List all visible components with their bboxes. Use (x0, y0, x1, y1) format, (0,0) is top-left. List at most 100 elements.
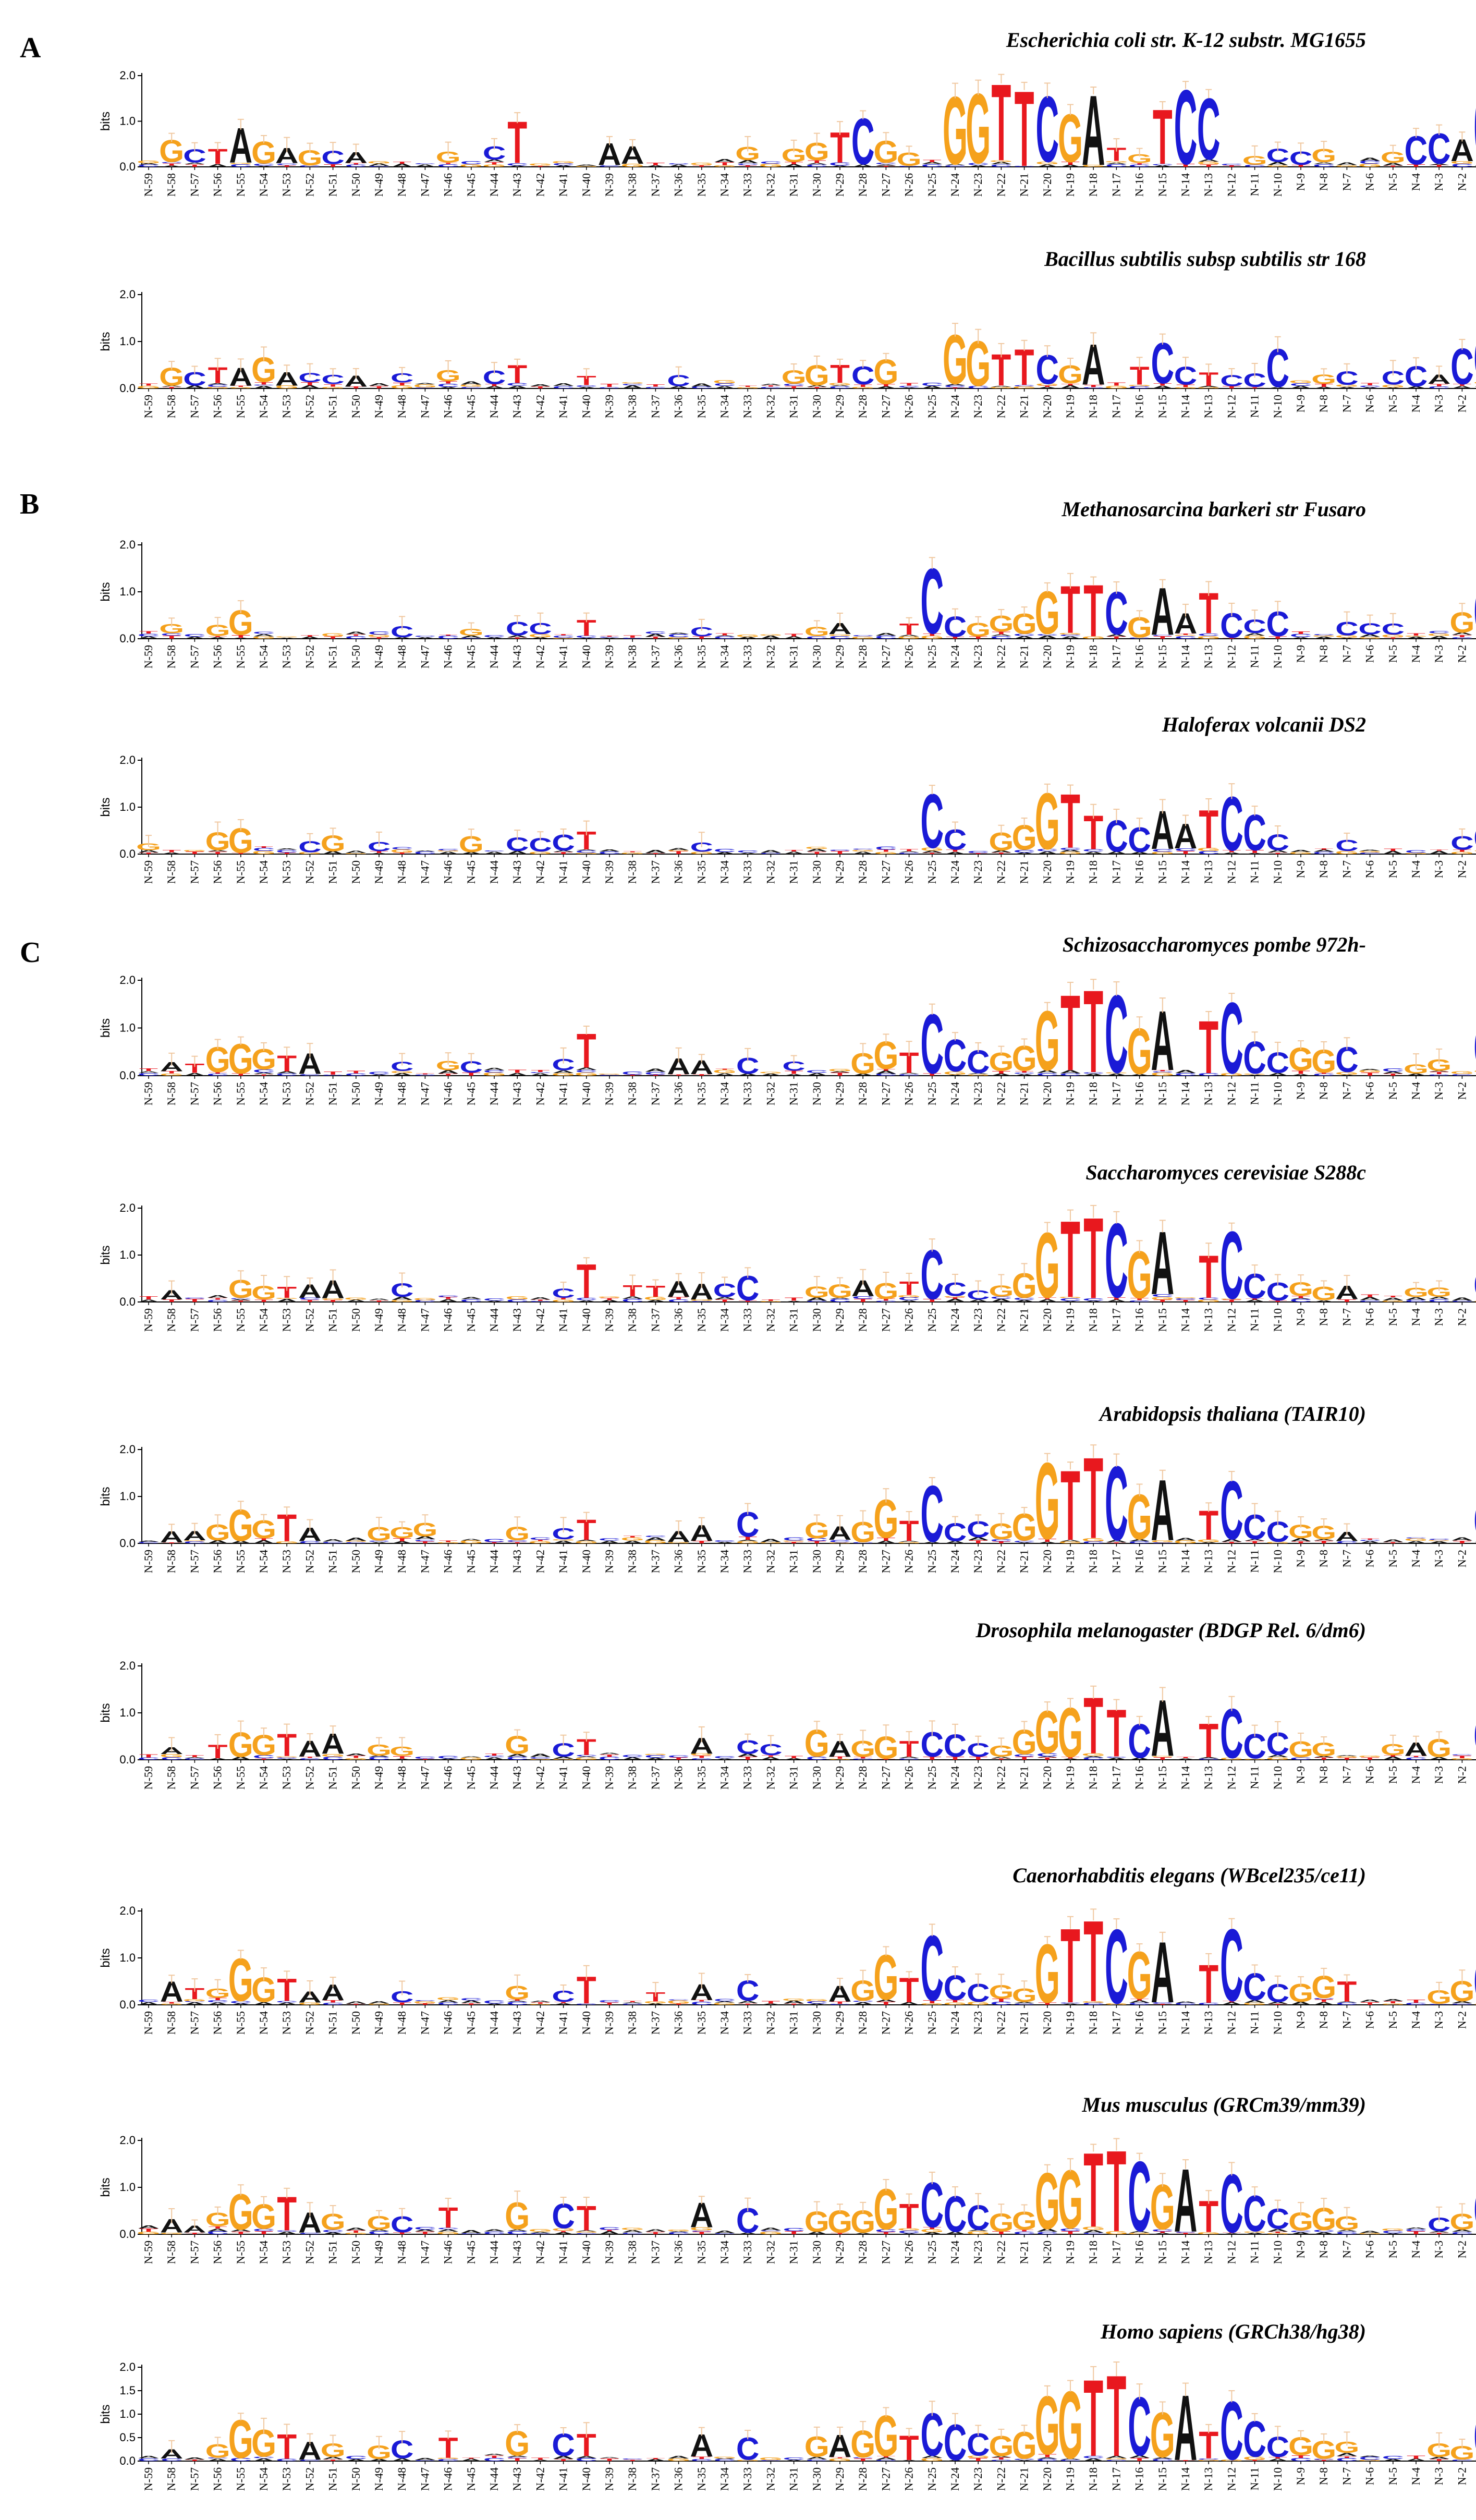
logo-letter-a: A (1474, 1539, 1476, 1543)
x-tick-label: N-51 (326, 2011, 339, 2035)
x-tick-label: N-39 (603, 2241, 616, 2264)
logo-letter-t: T (831, 850, 849, 855)
logo-letter-t: T (623, 851, 642, 853)
logo-letter-c: C (1036, 2231, 1058, 2235)
x-tick-label: N-14 (1179, 2467, 1192, 2491)
logo-letter-a: A (1405, 2458, 1427, 2462)
logo-letter-c: C (1013, 166, 1035, 167)
logo-letter-c: C (345, 2455, 367, 2460)
x-tick-label: N-57 (188, 645, 201, 668)
logo-letter-a: A (1474, 1072, 1476, 1077)
logo-letter-t: T (1291, 1295, 1310, 1298)
x-tick-label: N-16 (1133, 1308, 1146, 1332)
logo-letter-t: T (347, 2004, 365, 2005)
y-tick-label: 1.5 (119, 2384, 136, 2397)
logo-letter-a: A (621, 1757, 643, 1761)
logo-letter-c: C (921, 382, 943, 387)
logo-letter-c: C (552, 385, 574, 389)
x-tick-label: N-4 (1409, 1766, 1422, 1784)
logo-letter-t: T (1384, 1542, 1402, 1544)
logo-letter-g: G (943, 1070, 967, 1076)
logo-letter-a: A (875, 1999, 897, 2002)
logo-letter-c: C (875, 2229, 897, 2233)
logo-letter-a: A (944, 2231, 966, 2235)
logo-letter-a: A (414, 850, 436, 852)
logo-letter-c: C (276, 2458, 298, 2462)
logo-letter-t: T (1223, 638, 1241, 639)
logo-letter-a: A (414, 637, 436, 639)
x-tick-label: N-20 (1041, 1082, 1054, 1105)
logo-letter-c: C (691, 1758, 713, 1761)
x-tick-label: N-12 (1225, 1082, 1238, 1105)
x-tick-label: N-29 (833, 1766, 846, 1789)
x-tick-label: N-16 (1133, 173, 1146, 197)
logo-letter-t: T (1407, 2230, 1425, 2235)
y-axis-label: bits (99, 1948, 113, 1967)
logo-letter-g: G (620, 1537, 644, 1541)
logo-letter-a: A (1036, 850, 1058, 855)
x-tick-label: N-11 (1248, 2011, 1261, 2034)
logo-letter-t: T (1153, 2231, 1172, 2234)
logo-letter-g: G (1473, 2004, 1476, 2005)
logo-letter-a: A (230, 1756, 252, 1761)
x-tick-label: N-15 (1156, 645, 1169, 668)
logo-letter-c: C (599, 2000, 620, 2003)
logo-letter-g: G (321, 386, 345, 389)
logo-letter-c: C (322, 2229, 344, 2233)
logo-letter-t: T (162, 1542, 181, 1543)
logo-letter-a: A (1313, 849, 1335, 853)
logo-letter-a: A (1243, 632, 1265, 637)
logo-letter-t: T (347, 2230, 365, 2233)
logo-letter-t: T (1384, 165, 1402, 167)
logo-letter-t: T (186, 850, 204, 855)
logo-letter-t: T (324, 163, 343, 167)
logo-letter-t: T (600, 1754, 619, 1757)
logo-letter-t: T (139, 631, 158, 635)
x-tick-label: N-36 (672, 2467, 685, 2491)
logo-letter-g: G (1035, 383, 1059, 386)
logo-letter-c: C (322, 1541, 344, 1544)
x-tick-label: N-24 (948, 645, 961, 668)
logo-letter-g: G (920, 635, 944, 640)
logo-letter-g: G (713, 380, 737, 384)
logo-letter-t: T (1291, 1070, 1310, 1075)
x-tick-label: N-38 (626, 395, 639, 418)
logo-letter-a: A (1036, 2457, 1058, 2459)
x-tick-label: N-54 (257, 2241, 270, 2264)
logo-letter-t: T (923, 2000, 942, 2004)
logo-letter-a: A (414, 164, 436, 167)
logo-letter-a: A (138, 2225, 160, 2230)
x-tick-label: N-5 (1386, 1082, 1399, 1100)
x-tick-label: N-11 (1248, 645, 1261, 668)
logo-letter-a: A (391, 2457, 413, 2462)
logo-letter-c: C (599, 851, 620, 855)
x-tick-label: N-58 (165, 645, 178, 668)
logo-letter-t: T (1268, 2004, 1287, 2005)
logo-letter-c: C (299, 1758, 321, 1760)
logo-letter-c: C (322, 2002, 344, 2006)
logo-letter-a: A (1198, 159, 1219, 162)
x-tick-label: N-30 (810, 645, 823, 668)
logo-letter-t: T (462, 2457, 481, 2459)
x-tick-label: N-28 (856, 645, 869, 668)
logo-letter-a: A (1336, 2452, 1358, 2457)
x-tick-label: N-15 (1156, 2467, 1169, 2491)
logo-letter-a: A (1221, 852, 1242, 855)
logo-letter-a: A (552, 382, 574, 387)
x-tick-label: N-40 (580, 1766, 593, 1789)
logo-letter-c: C (990, 635, 1012, 640)
x-tick-label: N-40 (580, 645, 593, 668)
logo-letter-t: T (139, 1754, 158, 1758)
x-tick-label: N-30 (810, 1550, 823, 1573)
x-tick-label: N-37 (649, 173, 662, 197)
logo-letter-c: C (437, 2227, 459, 2230)
x-tick-label: N-59 (142, 860, 155, 884)
x-tick-label: N-53 (280, 1550, 293, 1573)
logo-letter-t: T (1291, 630, 1310, 635)
logo-letter-a: A (506, 1753, 528, 1757)
x-tick-label: N-22 (994, 2467, 1007, 2491)
logo-letter-c: C (1313, 1998, 1335, 2000)
x-tick-label: N-30 (810, 1308, 823, 1332)
logo-letter-a: A (714, 2230, 736, 2234)
x-tick-label: N-12 (1225, 2241, 1238, 2264)
